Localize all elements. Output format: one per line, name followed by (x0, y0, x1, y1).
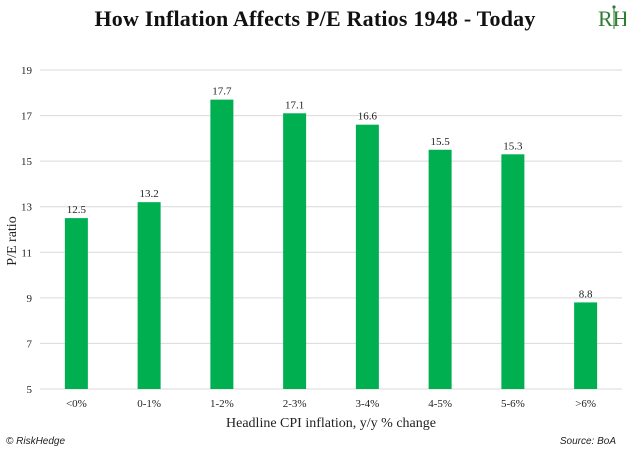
x-tick-label: 0-1% (137, 398, 161, 410)
bar-3 (210, 99, 234, 389)
logo-letters: RH (598, 6, 626, 31)
y-tick-label: 5 (27, 384, 33, 396)
y-tick-label: 15 (21, 156, 33, 168)
data-label: 15.5 (431, 136, 451, 148)
x-tick-label: 5-6% (501, 398, 525, 410)
gridlines (40, 69, 622, 390)
data-labels: 12.5 13.2 17.7 17.1 16.6 15.5 15.3 8.8 (67, 86, 593, 301)
y-axis-title: P/E ratio (5, 216, 20, 265)
bar-2 (137, 202, 161, 389)
x-tick-label: 4-5% (428, 398, 452, 410)
bar-4 (283, 113, 307, 390)
data-label: 17.7 (212, 86, 232, 98)
data-label: 15.3 (503, 140, 523, 152)
copyright-text: © RiskHedge (6, 436, 66, 447)
y-tick-label: 19 (21, 65, 33, 77)
y-tick-label: 9 (27, 293, 33, 305)
x-tick-label: 1-2% (210, 398, 234, 410)
bar-1 (64, 218, 88, 389)
y-tick-labels: 5 7 9 11 13 15 17 19 (21, 65, 33, 396)
x-tick-label: >6% (575, 398, 596, 410)
x-tick-label: 3-4% (355, 398, 379, 410)
y-tick-label: 17 (21, 111, 33, 123)
data-label: 13.2 (140, 188, 159, 200)
data-label: 16.6 (358, 111, 378, 123)
data-label: 8.8 (579, 288, 593, 300)
bar-8 (574, 302, 598, 389)
riskhedge-logo-icon: RH (598, 5, 626, 31)
source-text: Source: BoA (559, 436, 616, 447)
chart-title: How Inflation Affects P/E Ratios 1948 - … (94, 6, 536, 31)
y-tick-label: 7 (27, 338, 33, 350)
bars (64, 99, 598, 390)
bar-7 (501, 154, 525, 389)
y-tick-label: 11 (21, 247, 32, 259)
bar-5 (355, 124, 379, 389)
y-tick-label: 13 (21, 202, 33, 214)
x-tick-label: <0% (66, 398, 87, 410)
data-label: 17.1 (285, 99, 304, 111)
x-axis-title: Headline CPI inflation, y/y % change (226, 416, 436, 431)
x-tick-label: 2-3% (283, 398, 307, 410)
x-tick-labels: <0% 0-1% 1-2% 2-3% 3-4% 4-5% 5-6% >6% (66, 398, 596, 410)
bar-6 (428, 149, 452, 389)
data-label: 12.5 (67, 204, 87, 216)
